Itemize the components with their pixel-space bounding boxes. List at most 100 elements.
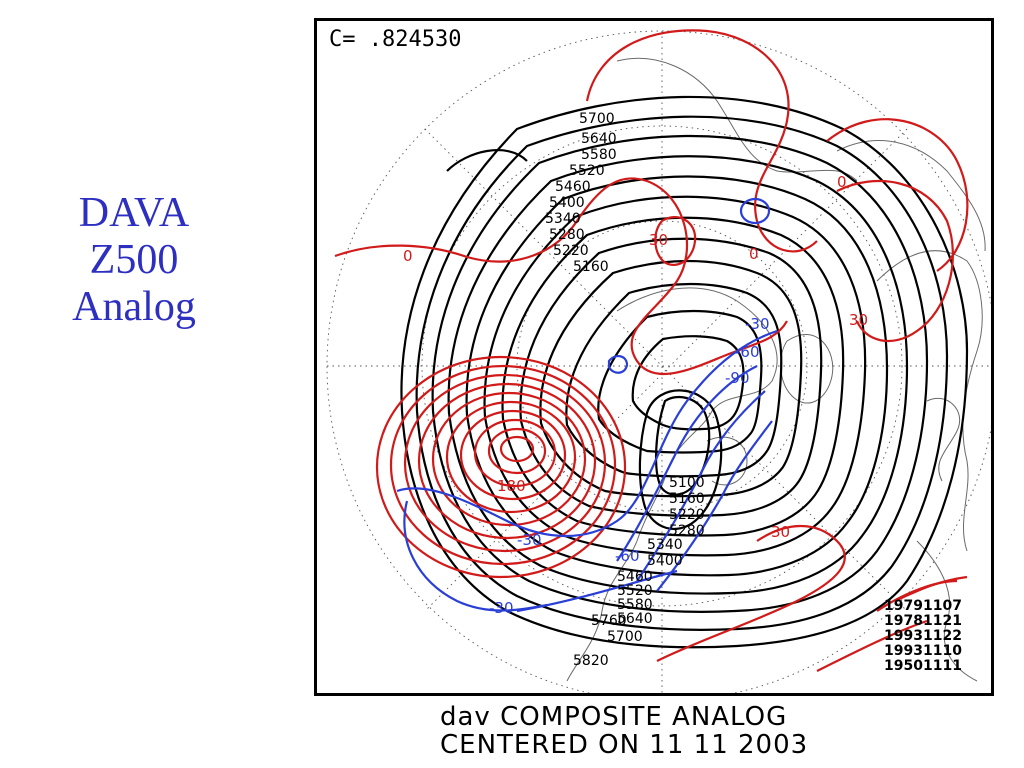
height-contour	[597, 309, 763, 454]
height-label: 5580	[617, 597, 653, 613]
height-contour-ridge-nw	[446, 149, 528, 172]
height-label: 5820	[573, 653, 609, 669]
positive-label: 0	[749, 245, 759, 263]
anomaly-ring	[499, 435, 535, 463]
anomaly-30-center	[654, 215, 697, 266]
anomaly-30-sw	[656, 524, 846, 662]
caption-line-2: CENTERED ON 11 11 2003	[440, 730, 809, 760]
height-label: 5700	[607, 629, 643, 645]
latitude-circle-20	[326, 30, 991, 693]
anomaly-ring	[445, 400, 577, 514]
height-label: 5340	[545, 211, 581, 227]
negative-label: -30	[745, 315, 770, 333]
negative-labels: -30 -60 -90 -30 -60 -30	[489, 315, 770, 617]
height-label: 5280	[669, 523, 705, 539]
coastlines	[566, 57, 986, 682]
height-label: 5700	[579, 111, 615, 127]
height-contour	[501, 216, 845, 537]
coastline-asia-east	[616, 57, 858, 182]
height-label: 5220	[669, 507, 705, 523]
height-label: 5760	[591, 613, 627, 629]
negative-label: -30	[517, 531, 542, 549]
height-contour	[465, 175, 889, 577]
map-caption: dav COMPOSITE ANALOG CENTERED ON 11 11 2…	[440, 703, 980, 759]
positive-label: 30	[849, 311, 868, 329]
height-contour	[415, 115, 949, 631]
positive-label: 0	[403, 247, 413, 265]
analog-date: 19781121	[884, 613, 962, 629]
height-contour	[539, 259, 803, 498]
negative-anomaly-contours	[396, 197, 778, 613]
anomaly-ring	[417, 382, 597, 540]
anomaly-minus60-inner	[656, 420, 773, 592]
height-label: 5640	[617, 611, 653, 627]
positive-label: 180	[497, 477, 526, 495]
coastline-north-america	[566, 287, 778, 682]
graticule	[326, 30, 991, 693]
height-label: 5160	[669, 491, 705, 507]
anomaly-ring	[487, 427, 547, 475]
anomaly-30-ne	[836, 179, 954, 342]
height-contour	[565, 282, 783, 478]
analog-date: 19791107	[884, 598, 962, 614]
anomaly-negative-small	[739, 197, 771, 225]
anomaly-ring	[473, 418, 557, 488]
height-label: 5640	[581, 131, 617, 147]
negative-label: -30	[489, 599, 514, 617]
negative-label: -60	[735, 343, 760, 361]
anomaly-ring	[431, 391, 587, 527]
height-label: 5160	[573, 259, 609, 275]
height-label: 5460	[555, 179, 591, 195]
height-label: 5400	[549, 195, 585, 211]
caption-line-1: dav COMPOSITE ANALOG	[440, 702, 788, 732]
anomaly-tail	[894, 575, 968, 603]
title-line-1: DAVA	[78, 190, 190, 236]
height-label: 5100	[669, 475, 705, 491]
height-label: 5280	[549, 227, 585, 243]
height-label: 5400	[647, 553, 683, 569]
anomaly-zero-line	[334, 177, 788, 376]
analog-date: 19501111	[884, 658, 962, 674]
positive-label: 30	[771, 523, 790, 541]
analog-date: 19931122	[884, 628, 962, 644]
anomaly-minus90	[636, 390, 766, 582]
title-line-3: Analog	[72, 284, 196, 331]
height-label: 5460	[617, 569, 653, 585]
coastline-greenland	[780, 334, 834, 404]
positive-label: 0	[837, 173, 847, 191]
slide-title: DAVA Z500 Analog	[34, 190, 234, 331]
coastline-eurasia-2	[836, 140, 986, 252]
coastline-eurasia-1	[876, 250, 983, 552]
positive-anomaly-contours	[334, 29, 969, 672]
title-line-2: Z500	[89, 237, 179, 284]
anomaly-ring	[375, 355, 627, 579]
height-label: 5340	[647, 537, 683, 553]
analog-date: 19931110	[884, 643, 962, 659]
height-contours	[400, 95, 969, 649]
height-label: 5520	[617, 583, 653, 599]
height-label: 5220	[553, 243, 589, 259]
polar-stereographic-map: 5700 5640 5580 5520 5460 5400 5340 5280 …	[326, 29, 991, 693]
height-labels: 5700 5640 5580 5520 5460 5400 5340 5280 …	[545, 111, 705, 669]
anomaly-minus60	[616, 365, 758, 562]
composite-analog-map: 5700 5640 5580 5520 5460 5400 5340 5280 …	[314, 18, 994, 696]
anomaly-tail	[816, 619, 928, 672]
height-label: 5580	[581, 147, 617, 163]
anomaly-ring	[403, 373, 607, 553]
anomaly-negative-small-2	[607, 355, 629, 374]
anomaly-minus30-south	[516, 569, 678, 613]
anomaly-ring	[459, 409, 567, 501]
anomaly-ring	[389, 364, 617, 566]
anomaly-minus30-outer	[396, 329, 778, 537]
latitude-circle-40	[421, 125, 903, 607]
negative-label: -60	[615, 547, 640, 565]
height-contour-trough	[638, 389, 723, 531]
height-label: 5520	[569, 163, 605, 179]
coastline-europe	[926, 397, 961, 482]
anomaly-zero-east	[826, 118, 969, 272]
anomaly-zero-line-north	[585, 29, 818, 253]
anomaly-minus30-low	[403, 500, 548, 612]
coastline-hudson	[706, 436, 748, 486]
positive-labels: 0 0 30 0 30 180 30	[403, 173, 868, 541]
coastline-africa	[916, 540, 978, 682]
